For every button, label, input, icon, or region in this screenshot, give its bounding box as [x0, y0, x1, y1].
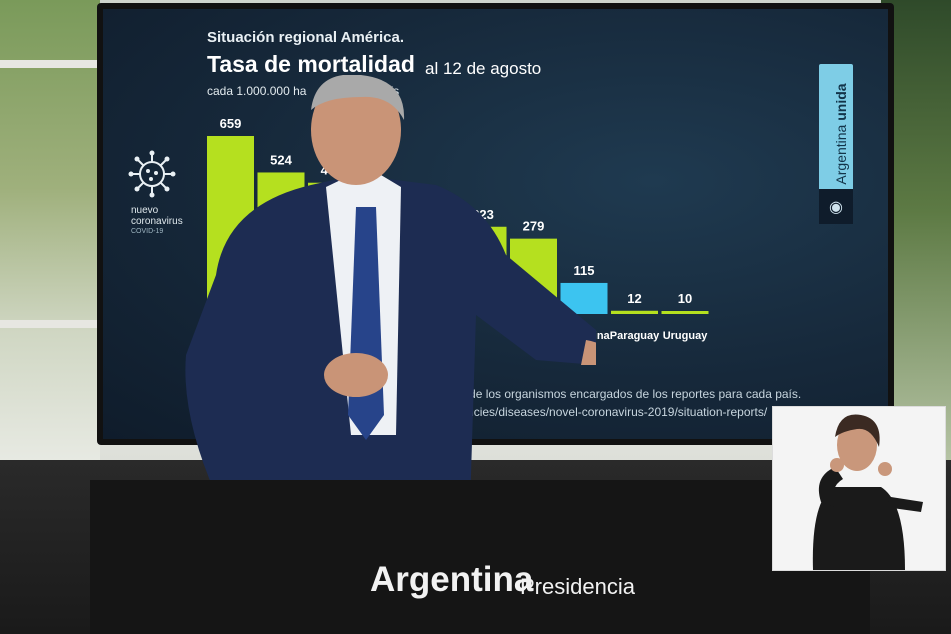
bar-value-label: 10 [678, 291, 692, 306]
presidency-subtitle: Presidencia [520, 574, 635, 599]
slide-subtitle: Situación regional América. [207, 29, 404, 46]
bar-value-label: 659 [220, 116, 242, 131]
bar-10 [661, 311, 709, 314]
category-label: Uruguay [663, 330, 709, 342]
left-window [0, 0, 100, 470]
category-label: Paraguay [610, 330, 660, 342]
virus-label: nuevo coronavirus [131, 205, 183, 227]
interpreter [812, 414, 923, 570]
bar-value-label: 524 [270, 152, 292, 167]
virus-icon [128, 150, 176, 198]
sign-language-interpreter-inset [772, 406, 946, 571]
presidency-brand: Argentina [370, 560, 534, 599]
slide-title: Tasa de mortalidad [207, 51, 415, 77]
bar-9 [611, 310, 658, 314]
coat-of-arms-icon: ◉ [819, 189, 853, 224]
slide-date: al 12 de agosto [425, 59, 542, 78]
bar-value-label: 12 [627, 291, 641, 306]
footnote-url: ergencies/diseases/novel-coronavirus-201… [443, 405, 768, 419]
bar-value-label: 279 [523, 219, 545, 234]
virus-sublabel: COVID-19 [131, 228, 164, 235]
footnote-source: ficiales de los organismos encargados de… [429, 387, 802, 401]
bar-value-label: 115 [574, 263, 595, 278]
podium [90, 480, 870, 634]
